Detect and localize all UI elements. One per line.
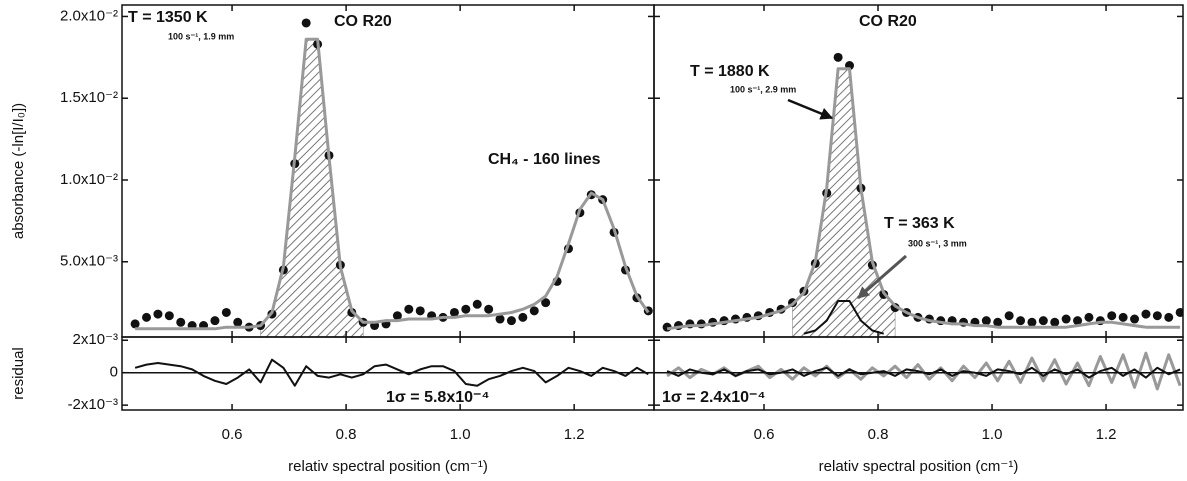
plot-area	[666, 351, 1182, 391]
annotations: T = 1350 K 100 s⁻¹, 1.9 mm CO R20 CH₄ - …	[128, 9, 967, 406]
data-point	[1118, 312, 1128, 322]
data-point	[1038, 316, 1048, 326]
data-point	[461, 304, 471, 314]
data-point	[449, 307, 459, 317]
y-tick-label: 1.0x10⁻²	[60, 171, 118, 188]
plot-area	[130, 18, 653, 337]
data-point	[130, 319, 140, 329]
data-point	[1004, 311, 1014, 321]
data-point	[981, 316, 991, 326]
data-point	[1175, 307, 1183, 317]
temperature-label: T = 363 K	[884, 215, 955, 232]
data-point	[541, 298, 551, 308]
x-tick-label: 0.8	[868, 426, 889, 443]
plot-frame	[121, 4, 655, 338]
data-point	[1073, 316, 1083, 326]
x-axis-title: relativ spectral position (cm⁻¹)	[819, 458, 1019, 475]
data-point	[993, 317, 1003, 327]
line-label: CH₄ - 160 lines	[488, 151, 601, 168]
arrow	[857, 254, 907, 300]
y-axis-title: absorbance (-ln[I/I₀])	[10, 103, 27, 239]
line-label: CO R20	[859, 13, 917, 30]
x-tick-label: 1.0	[982, 426, 1003, 443]
data-point	[484, 304, 494, 314]
data-point	[404, 304, 414, 314]
arrow	[787, 98, 834, 120]
data-point	[472, 299, 482, 309]
line-label: CO R20	[334, 13, 392, 30]
plot-frame	[653, 4, 1184, 338]
fit-line	[803, 300, 884, 335]
y-tick-label: 1.5x10⁻²	[60, 89, 118, 106]
plot-frame	[653, 336, 1184, 411]
data-point	[1152, 311, 1162, 321]
x-axis-title: relativ spectral position (cm⁻¹)	[288, 458, 488, 475]
y-tick-label: 5.0x10⁻³	[60, 253, 118, 270]
y-tick-label: -2x10⁻³	[68, 396, 118, 413]
plots: 5.0x10⁻³ 1.0x10⁻² 1.5x10⁻² 2.0x10⁻² absorban…	[10, 4, 1184, 475]
x-tick-label: 0.6	[754, 426, 775, 443]
data-point	[1130, 314, 1140, 324]
data-point	[1016, 316, 1026, 326]
condition-label: 100 s⁻¹, 1.9 mm	[168, 31, 234, 41]
sigma-label: 1σ = 5.8x10⁻⁴	[386, 389, 489, 406]
data-point	[415, 306, 425, 316]
axes	[653, 4, 1184, 338]
data-point	[1164, 312, 1174, 322]
y-tick-label: 0	[110, 364, 118, 381]
y-tick-label: 2.0x10⁻²	[60, 7, 118, 24]
sigma-label: 1σ = 2.4x10⁻⁴	[662, 389, 765, 406]
data-point	[210, 316, 220, 326]
data-point	[518, 312, 528, 322]
condition-label: 300 s⁻¹, 3 mm	[908, 238, 967, 248]
fit-line	[134, 358, 649, 387]
plot-area	[134, 358, 649, 387]
data-point	[1141, 309, 1151, 319]
x-tick-label: 0.8	[336, 426, 357, 443]
data-point	[176, 317, 186, 327]
x-tick-label: 0.6	[222, 426, 243, 443]
temperature-label: T = 1880 K	[690, 63, 770, 80]
axes: -2x10⁻³ 0 2x10⁻³ 0.6 0.8 1.0 1.2 relativ spectr…	[10, 331, 655, 475]
data-point	[495, 314, 505, 324]
fit-line	[666, 67, 1181, 331]
y-axis-title: residual	[10, 347, 27, 400]
x-tick-label: 1.2	[1096, 426, 1117, 443]
data-point	[392, 311, 402, 321]
condition-label: 100 s⁻¹, 2.9 mm	[730, 84, 796, 94]
x-tick-label: 1.2	[564, 426, 585, 443]
x-tick-label: 1.0	[450, 426, 471, 443]
data-point	[1027, 317, 1037, 327]
fit-line	[135, 37, 650, 331]
plot-area	[662, 52, 1183, 337]
data-point	[833, 52, 843, 62]
data-point	[1107, 311, 1117, 321]
y-tick-label: 2x10⁻³	[73, 331, 118, 348]
data-point	[301, 18, 311, 28]
data-point	[164, 311, 174, 321]
data-point	[142, 312, 152, 322]
data-point	[506, 316, 516, 326]
data-point	[221, 307, 231, 317]
data-point	[529, 306, 539, 316]
data-point	[1061, 314, 1071, 324]
temperature-label: T = 1350 K	[128, 9, 208, 26]
data-point	[1084, 312, 1094, 322]
axes: 0.6 0.8 1.0 1.2 relativ spectral position (c…	[653, 336, 1184, 475]
data-point	[1050, 317, 1060, 327]
data-point	[233, 317, 243, 327]
data-point	[153, 309, 163, 319]
